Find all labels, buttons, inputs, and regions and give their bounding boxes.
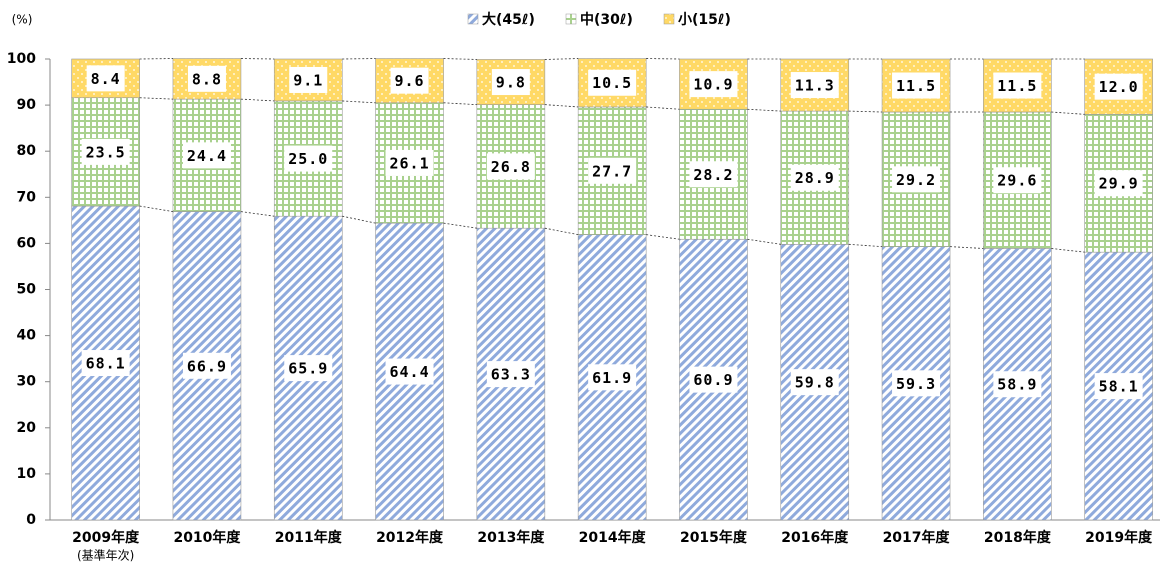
data-label: 25.0 (288, 150, 328, 168)
data-label: 11.5 (997, 77, 1037, 95)
y-tick-label: 70 (17, 189, 37, 205)
data-label: 63.3 (491, 366, 531, 384)
connector (849, 111, 882, 112)
x-tick-label: 2019年度 (1085, 529, 1153, 546)
legend-swatch (468, 14, 478, 24)
connector (849, 244, 882, 246)
data-label: 10.9 (693, 76, 733, 94)
data-label: 9.8 (496, 74, 526, 92)
data-label: 9.1 (293, 71, 323, 89)
data-label: 64.4 (389, 363, 429, 381)
legend-swatch (664, 14, 674, 24)
y-tick-label: 10 (17, 466, 37, 482)
y-tick-label: 100 (7, 51, 36, 67)
x-tick-label: 2017年度 (883, 529, 951, 546)
data-label: 11.5 (896, 77, 936, 95)
data-label: 59.8 (795, 374, 835, 392)
connector (950, 247, 983, 249)
legend-label: 小(15ℓ) (678, 12, 731, 28)
y-tick-label: 0 (26, 512, 36, 528)
data-label: 23.5 (86, 143, 126, 161)
connector (1051, 248, 1084, 252)
data-label: 28.2 (693, 166, 733, 184)
data-label: 26.8 (491, 158, 531, 176)
connector (545, 228, 578, 234)
legend-swatch (566, 14, 576, 24)
x-tick-label: 2018年度 (984, 529, 1052, 546)
data-label: 29.6 (997, 172, 1037, 190)
connector (444, 59, 477, 60)
data-label: 68.1 (86, 355, 126, 373)
y-tick-label: 20 (17, 420, 37, 436)
y-tick-label: 80 (17, 143, 37, 159)
data-label: 65.9 (288, 360, 328, 378)
data-label: 8.8 (192, 70, 222, 88)
data-label: 12.0 (1099, 78, 1139, 96)
connector (646, 235, 679, 240)
connector (747, 239, 780, 244)
data-label: 28.9 (795, 169, 835, 187)
data-label: 59.3 (896, 375, 936, 393)
data-label: 61.9 (592, 369, 632, 387)
data-label: 11.3 (795, 77, 835, 95)
data-label: 27.7 (592, 162, 632, 180)
data-label: 26.1 (389, 154, 429, 172)
data-label: 9.6 (395, 72, 425, 90)
connector (1051, 112, 1084, 114)
category-note: (基準年次) (77, 548, 134, 563)
legend-label: 中(30ℓ) (580, 11, 633, 28)
connector (646, 107, 679, 109)
data-label: 66.9 (187, 357, 227, 375)
x-tick-label: 2012年度 (376, 529, 444, 546)
data-label: 24.4 (187, 147, 227, 165)
connector (241, 212, 274, 217)
y-tick-label: 30 (17, 374, 37, 390)
y-axis-label: (%) (12, 13, 33, 27)
x-tick-label: 2014年度 (579, 529, 647, 546)
y-tick-label: 50 (17, 282, 37, 298)
connector (140, 206, 173, 212)
data-label: 29.2 (896, 171, 936, 189)
y-tick-label: 60 (17, 235, 37, 251)
data-label: 60.9 (693, 371, 733, 389)
legend-label: 大(45ℓ) (482, 11, 535, 28)
connector (241, 99, 274, 101)
data-label: 58.9 (997, 376, 1037, 394)
connector (342, 101, 375, 103)
connector (444, 103, 477, 105)
connector (545, 59, 578, 60)
connector (747, 109, 780, 111)
data-label: 10.5 (592, 74, 632, 92)
y-tick-label: 90 (17, 97, 37, 113)
x-tick-label: 2015年度 (680, 529, 748, 546)
data-label: 29.9 (1099, 175, 1139, 193)
connector (342, 216, 375, 223)
connector (140, 98, 173, 99)
x-tick-label: 2013年度 (477, 529, 545, 546)
data-label: 58.1 (1099, 378, 1139, 396)
connector (444, 223, 477, 228)
x-tick-label: 2016年度 (781, 529, 849, 546)
connector (545, 105, 578, 107)
x-tick-label: 2011年度 (275, 529, 343, 546)
y-tick-label: 40 (17, 328, 37, 344)
data-label: 8.4 (91, 70, 121, 88)
x-tick-label: 2009年度 (72, 529, 140, 546)
x-tick-label: 2010年度 (173, 529, 241, 546)
